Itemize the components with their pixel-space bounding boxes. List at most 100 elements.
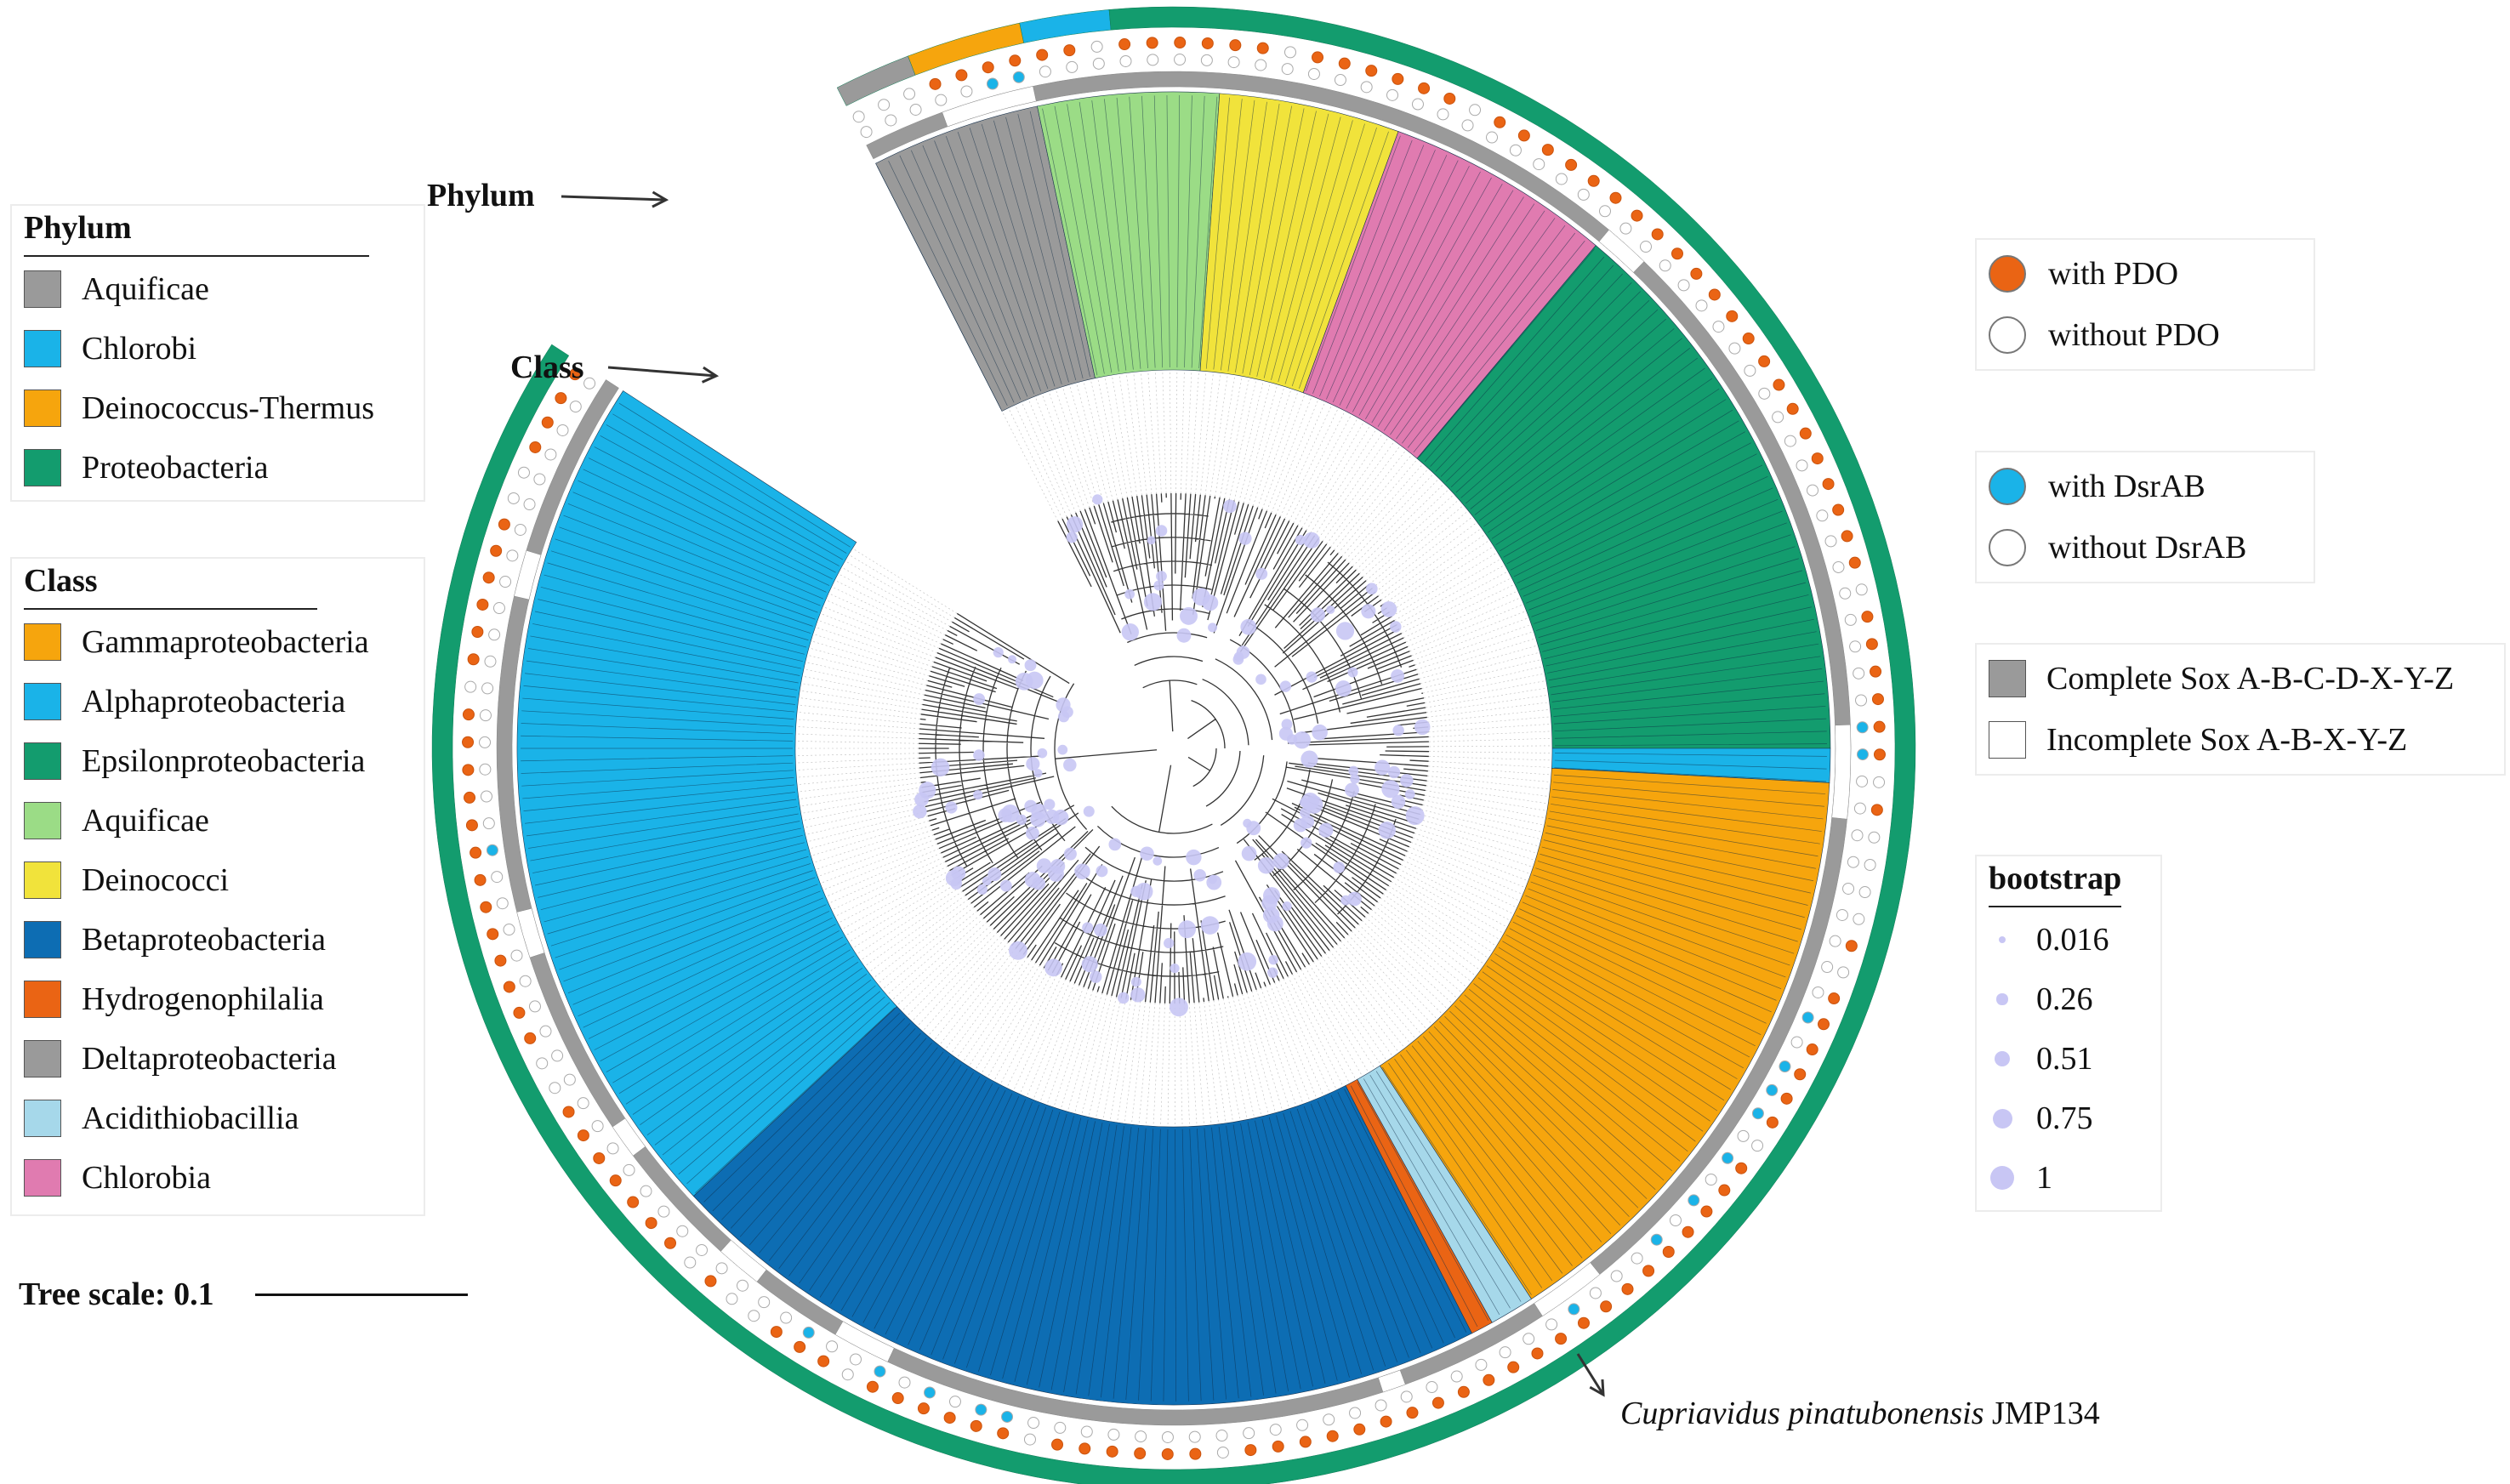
bootstrap-node [1180, 606, 1198, 625]
dsrab-dot [1027, 1417, 1040, 1430]
legend-swatch [24, 742, 61, 780]
pdo-dot [1853, 913, 1865, 925]
pdo-dot [462, 736, 475, 748]
dsrab-dot [860, 126, 873, 139]
pdo-dot [476, 598, 489, 611]
dsrab-dot [1243, 1427, 1255, 1440]
bootstrap-node [1380, 601, 1397, 617]
class-arrow [607, 366, 717, 378]
bootstrap-node [1405, 806, 1425, 826]
dsrab-marker [1989, 468, 2026, 505]
dsrab-dot [1107, 1428, 1120, 1441]
dsrab-dot [591, 1120, 604, 1133]
pdo-dot [794, 1340, 806, 1353]
bootstrap-node [1186, 849, 1202, 866]
dsrab-dot [1619, 222, 1632, 235]
class-legend-item: Hydrogenophilalia [24, 975, 324, 1023]
pdo-dot [470, 846, 482, 859]
dsrab-dot [1856, 775, 1869, 787]
bootstrap-node [1153, 856, 1163, 866]
bootstrap-node [1310, 607, 1326, 623]
bootstrap-node [1268, 955, 1278, 965]
bootstrap-node [1293, 731, 1311, 749]
bootstrap-node [1143, 593, 1162, 611]
pdo-dot [1469, 104, 1482, 117]
bootstrap-node [1140, 846, 1154, 861]
dsrab-dot [1499, 1346, 1511, 1359]
bootstrap-legend-item: 0.26 [1989, 975, 2093, 1023]
class-legend-item: Deltaproteobacteria [24, 1035, 337, 1083]
bootstrap-dot [1992, 1108, 2012, 1129]
dsrab-dot [1829, 935, 1841, 947]
dsrab-dot [486, 844, 498, 856]
dsrab-dot [1842, 882, 1855, 895]
pdo-dot [577, 1129, 589, 1142]
pdo-dot [462, 764, 475, 776]
legend-swatch [24, 449, 61, 486]
dsrab-dot [1437, 108, 1449, 121]
dsrab-dot [556, 424, 569, 436]
bootstrap-node [1257, 856, 1275, 874]
dsrab-dot [1610, 1270, 1623, 1282]
legend-swatch [24, 330, 61, 367]
bootstrap-node [1301, 837, 1312, 849]
sox-swatch [1989, 721, 2026, 759]
bootstrap-node [1031, 804, 1047, 820]
bootstrap-node [1081, 956, 1098, 973]
bootstrap-node [1094, 923, 1107, 937]
dsrab-dot [1772, 411, 1784, 424]
bootstrap-node [973, 789, 983, 800]
pdo-dot [997, 1427, 1010, 1440]
bootstrap-node [1255, 674, 1266, 685]
class-legend-title: Class [24, 563, 98, 599]
bootstrap-node [993, 647, 1004, 658]
pdo-legend-item: without PDO [1989, 311, 2220, 359]
pdo-dot [1621, 1282, 1634, 1295]
pdo-dot [1766, 1116, 1779, 1129]
bootstrap-node [1293, 818, 1308, 833]
dsrab-dot [1790, 1036, 1803, 1049]
pdo-dot [1051, 1438, 1064, 1451]
bootstrap-node [1208, 623, 1218, 633]
dsrab-dot [1161, 1430, 1174, 1443]
dsrab-legend: with DsrAB without DsrAB [1975, 451, 2315, 583]
bootstrap-node [1241, 845, 1257, 861]
pdo-dot [464, 791, 476, 804]
legend-swatch [24, 389, 61, 427]
class-legend-item: Alphaproteobacteria [24, 678, 345, 725]
pdo-dot [1161, 1447, 1174, 1460]
pdo-dot [929, 77, 942, 90]
pdo-dot [1832, 503, 1845, 516]
dsrab-dot [1722, 1151, 1734, 1164]
pdo-dot [841, 1368, 854, 1381]
dsrab-dot [758, 1296, 771, 1309]
dsrab-dot [1695, 299, 1708, 312]
strain-name: JMP134 [1992, 1396, 2100, 1431]
pdo-dot [1848, 556, 1861, 569]
pdo-dot [1865, 638, 1878, 651]
dsrab-dot [1135, 1430, 1147, 1443]
bootstrap-node [1233, 651, 1244, 662]
bootstrap-node [973, 693, 986, 705]
tree-scale-bar [255, 1294, 468, 1296]
bootstrap-legend-item: 0.016 [1989, 916, 2109, 964]
bootstrap-node [1238, 532, 1252, 545]
pdo-dot [1036, 48, 1049, 61]
bootstrap-node [1092, 494, 1103, 505]
pdo-dot [704, 1275, 717, 1288]
pdo-dot [1483, 1373, 1495, 1386]
bootstrap-node [1266, 915, 1283, 932]
pdo-dot [866, 1380, 879, 1393]
dsrab-dot [1426, 1381, 1438, 1394]
bootstrap-node [1278, 726, 1293, 741]
species-annotation: Cupriavidus pinatubonensis JMP134 [1620, 1395, 2100, 1432]
pdo-dot [1118, 38, 1131, 51]
pdo-dot [903, 88, 916, 100]
pdo-dot [817, 1355, 830, 1367]
bootstrap-node [1052, 810, 1069, 826]
bootstrap-node [1026, 757, 1040, 771]
phylum-arrow [561, 195, 667, 202]
dsrab-dot [1012, 71, 1025, 83]
bootstrap-node [1037, 748, 1048, 759]
pdo-dot [1858, 886, 1871, 899]
